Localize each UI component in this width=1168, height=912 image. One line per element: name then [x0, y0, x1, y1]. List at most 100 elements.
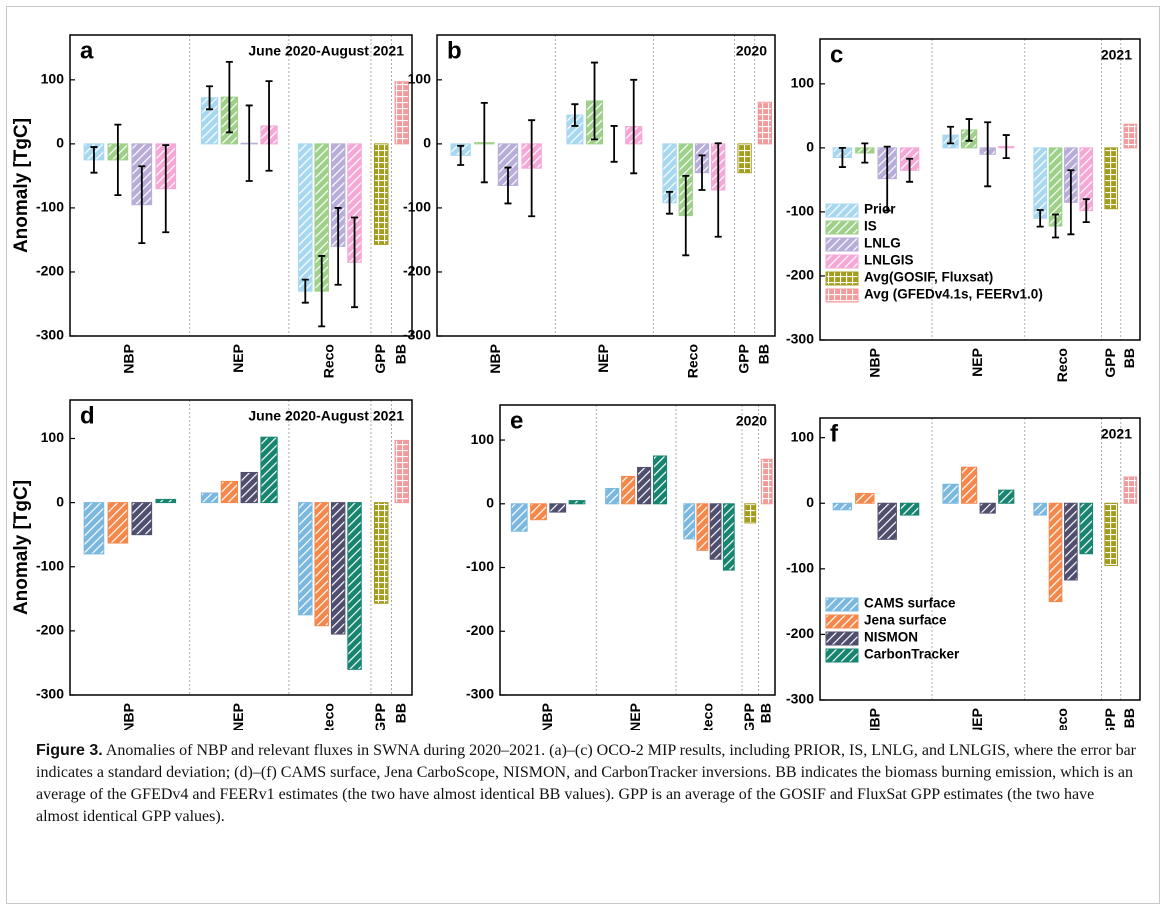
y-tick-label: 0 [423, 135, 431, 151]
error-bar [528, 119, 536, 218]
error-bar [334, 207, 342, 286]
y-axis-label: Anomaly [TgC] [11, 480, 32, 615]
y-tick-label: -100 [786, 560, 814, 576]
legend-swatch [825, 220, 859, 235]
legend-label: LNLGIS [864, 253, 914, 268]
bar [347, 502, 362, 670]
caption-text: Anomalies of NBP and relevant fluxes in … [36, 742, 1136, 825]
legend-label: Avg (GFEDv4.1s, FEERv1.0) [864, 287, 1043, 302]
bar [737, 143, 752, 174]
bar [394, 439, 409, 504]
x-tick-label: NEP [969, 708, 985, 730]
bar [298, 502, 313, 616]
bar [131, 502, 153, 536]
bar [696, 503, 709, 551]
y-tick-label: 0 [56, 493, 64, 509]
y-tick-label: -300 [786, 331, 814, 347]
error-bar [480, 101, 488, 184]
panel-title: June 2020-August 2021 [248, 408, 404, 424]
error-bar [965, 118, 973, 142]
x-tick-label: NBP [487, 344, 503, 374]
caption: Figure 3. Anomalies of NBP and relevant … [36, 740, 1136, 828]
plot-frame [819, 38, 1141, 341]
bar [220, 480, 239, 504]
y-tick-label: 100 [791, 428, 815, 444]
bar [877, 502, 897, 540]
y-tick-label: 0 [486, 494, 494, 510]
x-tick-label: NBP [121, 344, 137, 374]
bar [855, 492, 875, 504]
x-tick-label: Reco [321, 703, 337, 730]
bar [961, 466, 978, 504]
y-tick-label: -300 [466, 686, 494, 702]
bar [510, 503, 528, 532]
legend-label: LNLG [864, 236, 901, 251]
error-bar [245, 104, 253, 182]
bar [530, 503, 547, 521]
error-bar [984, 121, 992, 188]
x-tick-label: GPP [1102, 708, 1118, 730]
x-tick-label: BB [392, 344, 408, 364]
bar [722, 503, 735, 571]
x-tick-label: GPP [735, 344, 751, 374]
bar [1123, 123, 1138, 149]
bar [757, 101, 773, 145]
plot-frame [69, 34, 413, 337]
error-bar [457, 144, 465, 166]
error-bar [906, 157, 914, 183]
bar [200, 492, 219, 504]
y-tick-label: 100 [41, 429, 65, 445]
panel-title: 2020 [736, 413, 767, 429]
error-bar [225, 60, 233, 134]
bar [637, 466, 652, 505]
legend-swatch [825, 614, 859, 629]
y-tick-label: -100 [36, 557, 64, 573]
bar [330, 502, 346, 635]
y-tick-label: -200 [403, 263, 431, 279]
error-bar [1036, 209, 1044, 228]
x-tick-label: NEP [627, 703, 643, 730]
x-tick-label: NBP [539, 703, 555, 730]
legend-swatch [825, 648, 859, 663]
x-tick-label: NBP [867, 708, 883, 730]
error-bar [666, 191, 674, 215]
error-bar [682, 174, 690, 257]
bar [1079, 502, 1094, 555]
bar [1033, 147, 1047, 219]
bar [605, 487, 620, 505]
plot-frame [499, 404, 776, 696]
legend-swatch [825, 237, 859, 252]
error-bar [114, 123, 122, 197]
y-tick-label: -300 [786, 691, 814, 707]
bar [1048, 502, 1063, 603]
y-tick-label: -100 [466, 558, 494, 574]
x-tick-label: Reco [1054, 348, 1070, 382]
x-tick-label: Reco [685, 344, 701, 378]
legend-swatch [825, 254, 859, 269]
y-tick-label: -200 [36, 622, 64, 638]
bar [998, 489, 1015, 504]
error-bar [206, 85, 214, 111]
legend-label: NISMON [864, 630, 918, 645]
error-bar [883, 145, 891, 212]
y-tick-label: 100 [791, 75, 815, 91]
x-tick-label: NEP [595, 344, 611, 373]
bar [942, 483, 959, 504]
bar [621, 475, 636, 505]
y-tick-label: 0 [806, 139, 814, 155]
y-axis-label: Anomaly [TgC] [11, 118, 32, 253]
y-tick-label: -300 [36, 327, 64, 343]
bar [1064, 502, 1078, 581]
x-tick-label: GPP [372, 344, 388, 374]
bar [549, 503, 567, 513]
x-tick-label: NEP [969, 348, 985, 377]
error-bar [504, 166, 512, 205]
bar [832, 502, 853, 511]
bar [373, 143, 389, 245]
error-bar [318, 255, 326, 328]
y-tick-label: -300 [36, 686, 64, 702]
legend-swatch [825, 597, 859, 612]
caption-label: Figure 3. [36, 742, 103, 759]
error-bar [1002, 134, 1010, 160]
x-tick-label: GPP [372, 703, 388, 730]
